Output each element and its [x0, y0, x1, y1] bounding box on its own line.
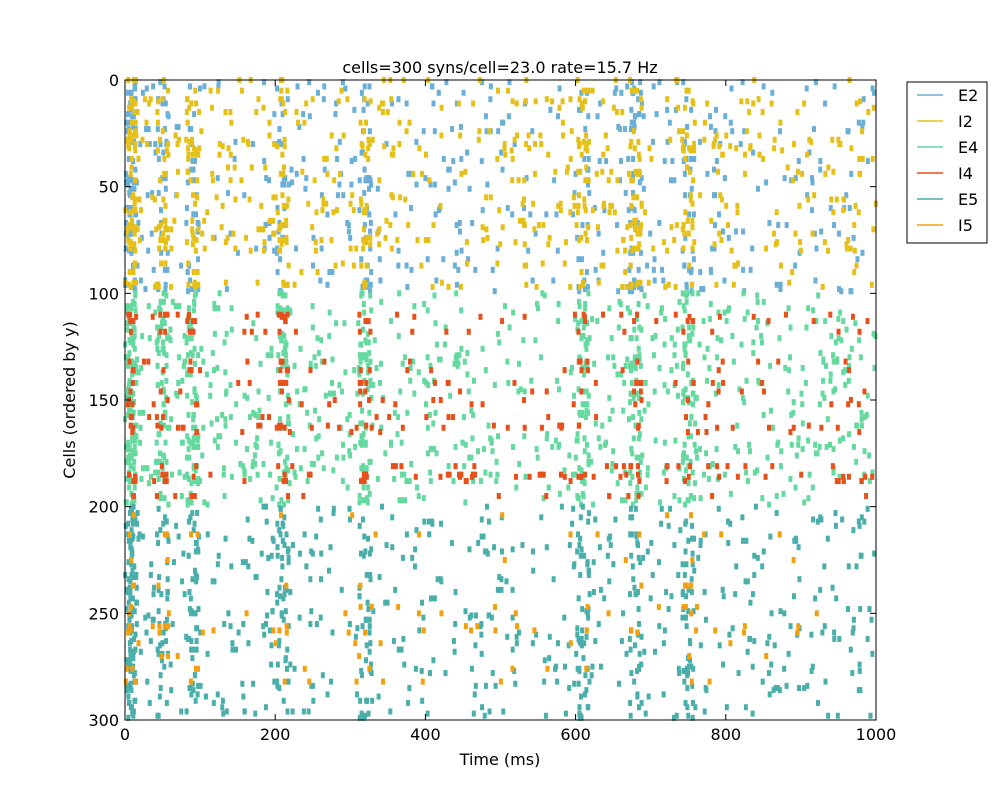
legend-label: E2: [958, 86, 978, 105]
y-tick-label: 150: [88, 391, 119, 410]
x-tick-label: 400: [410, 725, 441, 744]
x-tick-label: 1000: [856, 725, 897, 744]
legend-box: [906, 81, 988, 244]
plot-frame: [124, 79, 877, 721]
x-axis: 0 200 400 600 800 1000: [120, 80, 896, 744]
legend: E2 I2 E4 I4 E5 I5: [906, 81, 988, 244]
legend-item-E2: E2: [917, 86, 978, 105]
series-I5: [123, 512, 819, 685]
chart-title: cells=300 syns/cell=23.0 rate=15.7 Hz: [342, 58, 657, 77]
x-tick-label: 0: [120, 725, 130, 744]
series-E5: [123, 503, 877, 721]
y-axis-label: Cells (ordered by y): [60, 321, 79, 478]
legend-item-I5: I5: [917, 216, 973, 235]
legend-label: E5: [958, 190, 978, 209]
series-I4: [126, 311, 875, 499]
x-tick-label: 800: [711, 725, 742, 744]
legend-label: I5: [958, 216, 973, 235]
y-tick-label: 300: [88, 711, 119, 730]
legend-label: I2: [958, 112, 973, 131]
legend-label: E4: [958, 138, 978, 157]
y-tick-label: 100: [88, 284, 119, 303]
legend-item-I2: I2: [917, 112, 973, 131]
legend-item-E5: E5: [917, 190, 978, 209]
legend-item-E4: E4: [917, 138, 978, 157]
x-tick-label: 200: [260, 725, 291, 744]
spike-layer: [123, 77, 878, 721]
y-tick-label: 250: [88, 604, 119, 623]
legend-label: I4: [958, 164, 973, 183]
y-axis: 0 50 100 150 200 250 300: [88, 71, 876, 730]
y-tick-label: 200: [88, 498, 119, 517]
legend-item-I4: I4: [917, 164, 973, 183]
series-I2: [123, 77, 878, 290]
y-tick-label: 0: [109, 71, 119, 90]
x-axis-label: Time (ms): [459, 750, 541, 769]
x-tick-label: 600: [560, 725, 591, 744]
y-tick-label: 50: [99, 178, 119, 197]
